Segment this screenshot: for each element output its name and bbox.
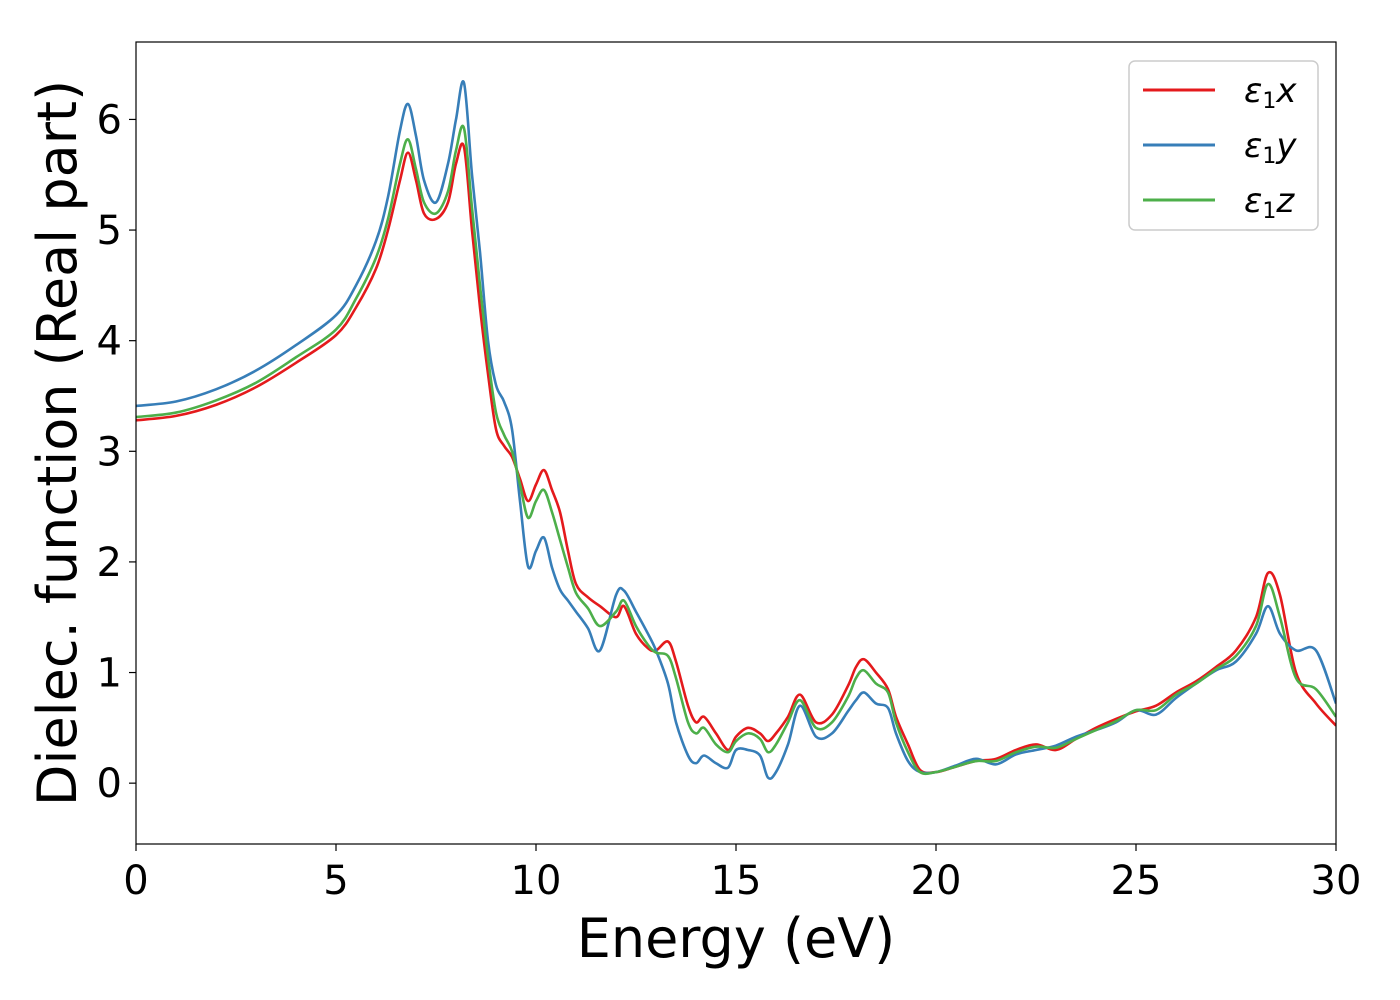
x-tick-label: 25 [1111, 858, 1162, 904]
x-axis-title: Energy (eV) [577, 907, 896, 970]
y-tick-label: 1 [97, 651, 122, 697]
y-tick-label: 0 [97, 761, 122, 807]
series-line-y [136, 79, 1336, 780]
y-tick-label: 4 [97, 319, 122, 365]
x-tick-label: 0 [123, 858, 148, 904]
x-tick-label: 10 [511, 858, 562, 904]
y-tick-label: 5 [97, 208, 122, 254]
legend-label-z: ε1z [1244, 181, 1295, 224]
y-tick-label: 2 [97, 540, 122, 586]
series-layer [136, 79, 1336, 780]
legend: ε1x ε1y ε1z [1128, 60, 1319, 231]
y-tick-label: 3 [97, 429, 122, 475]
legend-label-y: ε1y [1244, 126, 1297, 169]
x-tick-label: 30 [1311, 858, 1362, 904]
series-line-z [136, 124, 1336, 776]
y-tick-label: 6 [97, 97, 122, 143]
x-tick-label: 5 [323, 858, 348, 904]
y-axis-ticks: 0 1 2 3 4 5 6 [97, 97, 136, 807]
x-tick-label: 20 [911, 858, 962, 904]
x-tick-label: 15 [711, 858, 762, 904]
legend-frame [1128, 60, 1319, 231]
x-axis-ticks: 0 5 10 15 20 25 30 [123, 844, 1361, 904]
legend-label-x: ε1x [1244, 71, 1297, 114]
y-axis-title: Dielec. function (Real part) [26, 80, 89, 806]
